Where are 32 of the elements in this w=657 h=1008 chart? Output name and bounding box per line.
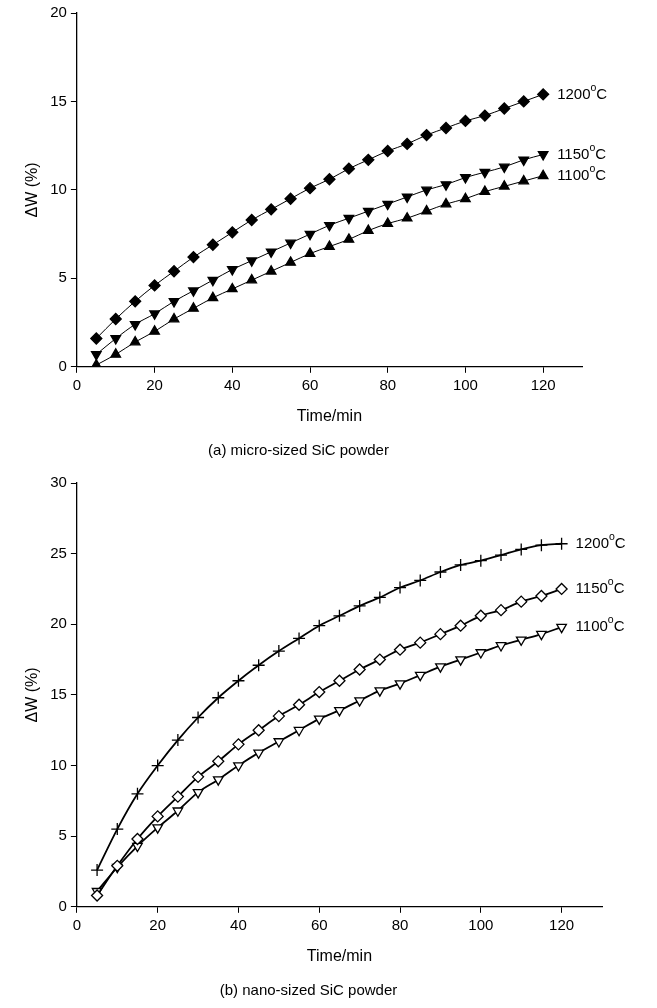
x-tick-label: 40 (230, 915, 247, 933)
y-tick-label: 5 (58, 268, 67, 286)
y-tick-label: 10 (50, 180, 67, 198)
y-tick-label: 20 (50, 614, 67, 632)
y-tick-label: 0 (58, 896, 67, 914)
x-tick-label: 60 (301, 375, 319, 393)
text: (a) micro-sized SiC powder (208, 441, 389, 459)
x-tick-label: 20 (146, 375, 163, 393)
y-tick-label: 0 (58, 356, 67, 374)
y-tick-label: 15 (50, 685, 67, 703)
y-tick-label: 5 (58, 826, 67, 844)
x-tick-label: 80 (391, 915, 409, 933)
x-tick-label: 120 (530, 375, 556, 393)
x-tick-label: 0 (72, 915, 82, 933)
x-tick-label: 100 (468, 915, 494, 933)
x-axis-title: Time/min (306, 946, 373, 964)
x-axis-title: Time/min (296, 406, 363, 424)
y-tick-label: 10 (50, 755, 67, 773)
text: (b) nano-sized SiC powder (219, 981, 398, 999)
y-tick-label: 15 (50, 91, 67, 109)
y-tick-label: 20 (50, 3, 67, 21)
y-tick-label: 25 (50, 543, 67, 561)
x-tick-label: 0 (72, 375, 82, 393)
x-tick-label: 40 (223, 375, 241, 393)
x-tick-label: 120 (549, 915, 575, 933)
x-tick-label: 20 (149, 915, 167, 933)
x-tick-label: 60 (310, 915, 328, 933)
y-axis-title: ΔW (%) (23, 667, 41, 723)
y-axis-title: ΔW (%) (23, 162, 41, 218)
y-tick-label: 30 (50, 473, 67, 491)
x-tick-label: 80 (379, 375, 397, 393)
x-tick-label: 100 (452, 375, 478, 393)
